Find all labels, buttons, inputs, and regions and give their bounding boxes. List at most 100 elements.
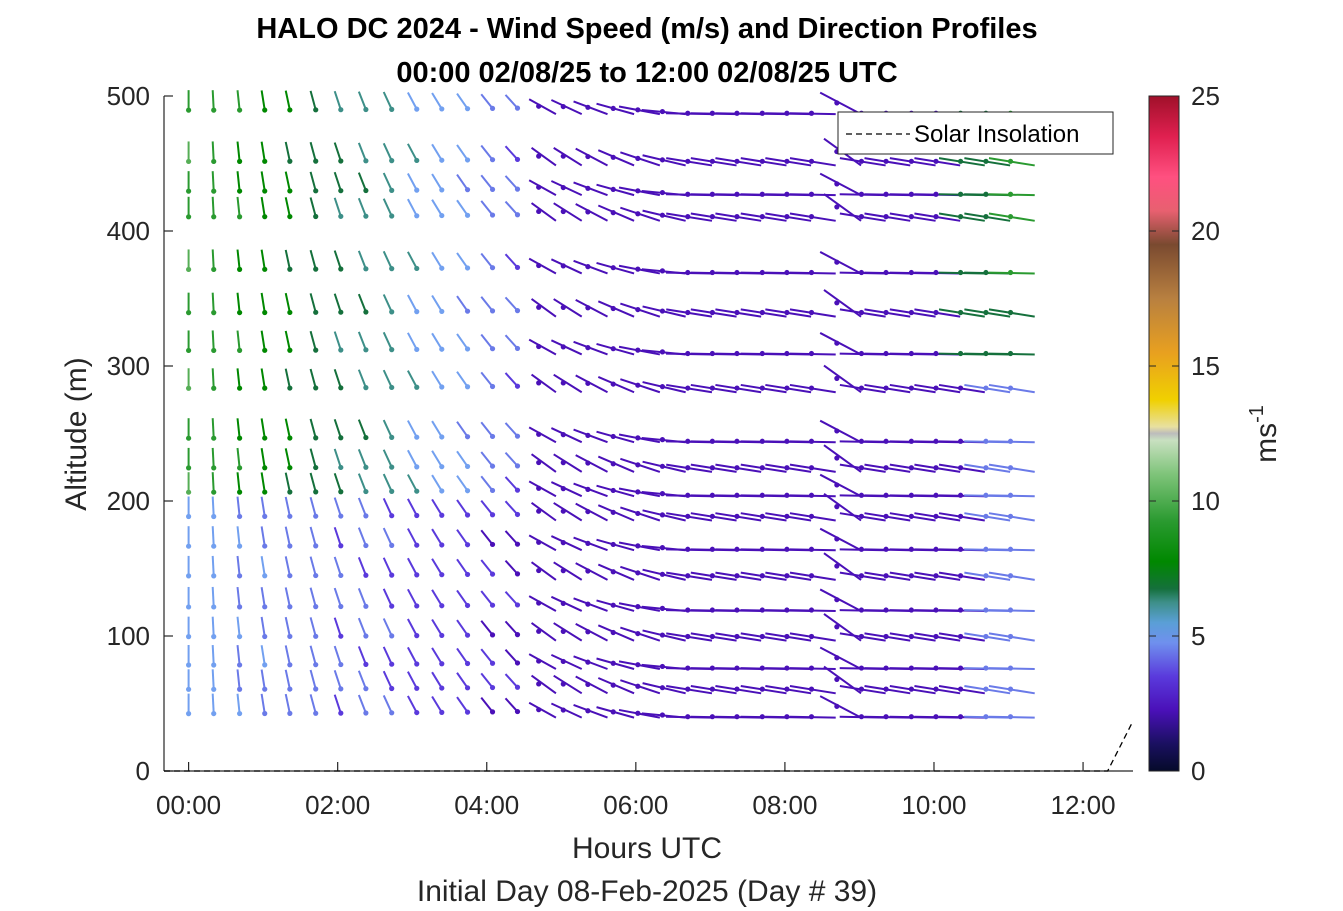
colorbar-tick-label: 5 <box>1191 621 1205 651</box>
wind-barb-dot <box>983 350 989 357</box>
wind-barb-dot <box>489 186 496 193</box>
wind-barb <box>819 473 862 498</box>
wind-barb <box>528 98 557 116</box>
wind-barb <box>573 340 608 356</box>
wind-barb <box>382 142 393 162</box>
wind-barb-dot <box>464 106 471 112</box>
wind-barb <box>333 617 342 637</box>
wind-barb <box>357 448 367 468</box>
wind-barb <box>456 199 469 216</box>
wind-barb-dot <box>536 262 542 269</box>
wind-barb-dot <box>709 350 715 357</box>
wind-barb-dot <box>262 107 268 113</box>
wind-barb <box>211 141 215 162</box>
wind-barb-dot <box>858 269 865 276</box>
wind-barb-dot <box>983 269 989 276</box>
wind-barb-dot <box>635 155 641 161</box>
wind-barb-dot <box>489 383 496 390</box>
wind-barb-dot <box>363 158 369 164</box>
wind-barb-dot <box>734 686 740 692</box>
wind-barb <box>819 172 862 197</box>
wind-barb-dot <box>560 103 566 110</box>
wind-barb-dot <box>759 214 765 220</box>
wind-barb-dot <box>414 213 420 219</box>
wind-barb-dot <box>908 665 914 671</box>
wind-barb-dot <box>734 438 740 444</box>
wind-barb-dot <box>759 158 765 164</box>
wind-barb-dot <box>338 435 344 441</box>
wind-barb-dot <box>585 568 591 574</box>
wind-barb <box>573 428 608 444</box>
wind-barb <box>333 90 342 111</box>
y-tick-label: 400 <box>107 216 150 246</box>
wind-barb <box>309 448 317 468</box>
wind-barb-dot <box>313 513 319 519</box>
wind-barb <box>575 502 608 522</box>
wind-barb-dot <box>211 543 217 549</box>
wind-barb-dot <box>585 540 591 546</box>
wind-barb <box>382 473 393 492</box>
wind-barb-dot <box>338 513 344 519</box>
wind-barb <box>309 496 317 517</box>
wind-barb-dot <box>514 212 521 218</box>
wind-barb-dot <box>439 488 445 494</box>
wind-barb <box>573 259 608 275</box>
wind-barb-dot <box>514 308 521 314</box>
wind-barb-dot <box>287 188 293 194</box>
wind-barb-dot <box>957 438 964 444</box>
wind-barb-dot <box>933 350 939 357</box>
wind-barb-dot <box>957 573 964 579</box>
wind-barb-dot <box>659 545 666 551</box>
wind-barb <box>480 672 494 689</box>
wind-barb-dot <box>489 105 496 112</box>
wind-barb <box>528 426 557 444</box>
wind-barb <box>573 482 608 498</box>
wind-barb <box>407 528 418 546</box>
wind-barb <box>819 251 862 275</box>
wind-barb <box>309 368 317 389</box>
wind-barb-dot <box>560 304 566 310</box>
wind-barb <box>504 649 519 664</box>
wind-barb-dot <box>659 512 666 518</box>
wind-barb-dot <box>834 375 840 381</box>
wind-barb-dot <box>983 309 989 316</box>
wind-barb <box>407 498 418 516</box>
wind-barb <box>456 450 469 467</box>
wind-barb-dot <box>185 435 192 441</box>
wind-barb-dot <box>439 512 445 518</box>
wind-barb <box>407 294 418 313</box>
wind-barb <box>407 646 418 665</box>
wind-barb-dot <box>933 158 939 164</box>
wind-barb-dot <box>489 433 496 440</box>
wind-barb-dot <box>1007 158 1014 164</box>
wind-barb <box>431 647 443 665</box>
wind-barb-dot <box>313 435 319 441</box>
wind-barb-dot <box>685 385 691 391</box>
wind-barb-dot <box>635 435 641 441</box>
wind-barb-dot <box>313 107 319 113</box>
wind-barb-dot <box>313 213 319 220</box>
wind-barb-dot <box>610 433 616 440</box>
wind-barb <box>284 616 291 637</box>
wind-barb-dot <box>659 463 666 469</box>
wind-barb-dot <box>414 661 420 667</box>
wind-barb-dot <box>957 350 964 357</box>
wind-barb <box>530 373 557 394</box>
wind-barb <box>575 298 608 318</box>
wind-barb <box>236 586 241 608</box>
wind-barb-dot <box>237 604 243 610</box>
wind-barb <box>333 197 342 217</box>
wind-barb-dot <box>908 158 914 164</box>
wind-barb <box>819 332 862 356</box>
wind-barb-dot <box>313 710 319 716</box>
wind-barb-dot <box>514 383 521 389</box>
wind-barb-dot <box>489 632 496 638</box>
wind-barb-dot <box>610 346 616 352</box>
wind-barb <box>236 196 241 217</box>
wind-barb-dot <box>1007 573 1014 579</box>
colorbar-tick-label: 0 <box>1191 756 1205 786</box>
wind-barb-dot <box>585 601 591 607</box>
wind-barb-dot <box>685 465 691 471</box>
wind-barb-dot <box>908 438 914 444</box>
wind-barb-dot <box>784 191 790 197</box>
